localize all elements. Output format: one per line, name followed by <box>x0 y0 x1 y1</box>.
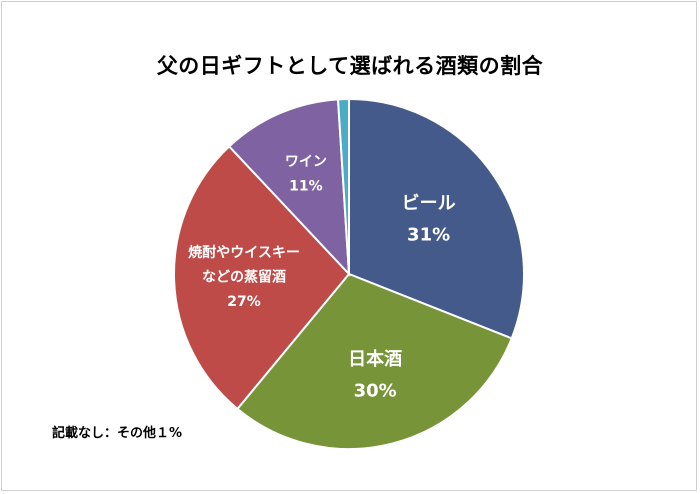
slice-value-label-0: 31% <box>407 225 450 246</box>
slice-label-3: ワイン <box>285 154 327 170</box>
chart-title: 父の日ギフトとして選ばれる酒類の割合 <box>156 54 544 78</box>
slice-value-label-2: 27% <box>227 294 261 310</box>
pie-slice-3 <box>227 98 351 277</box>
slice-label-0: ビール <box>402 193 456 214</box>
slice-value-label-3: 11% <box>289 179 323 195</box>
slice-value-label-1: 30% <box>354 380 397 401</box>
pie-slice-0 <box>348 97 525 340</box>
slice-label-2: などの蒸留酒 <box>202 268 286 285</box>
pie-slice-4 <box>336 97 350 275</box>
pie-slice-1 <box>236 272 514 450</box>
slice-label-1: 日本酒 <box>348 348 402 370</box>
pie-slice-2 <box>173 145 351 411</box>
slice-label-2: 焼酎やウイスキー <box>188 244 300 261</box>
chart-note: 記載なし：その他１% <box>52 426 183 441</box>
